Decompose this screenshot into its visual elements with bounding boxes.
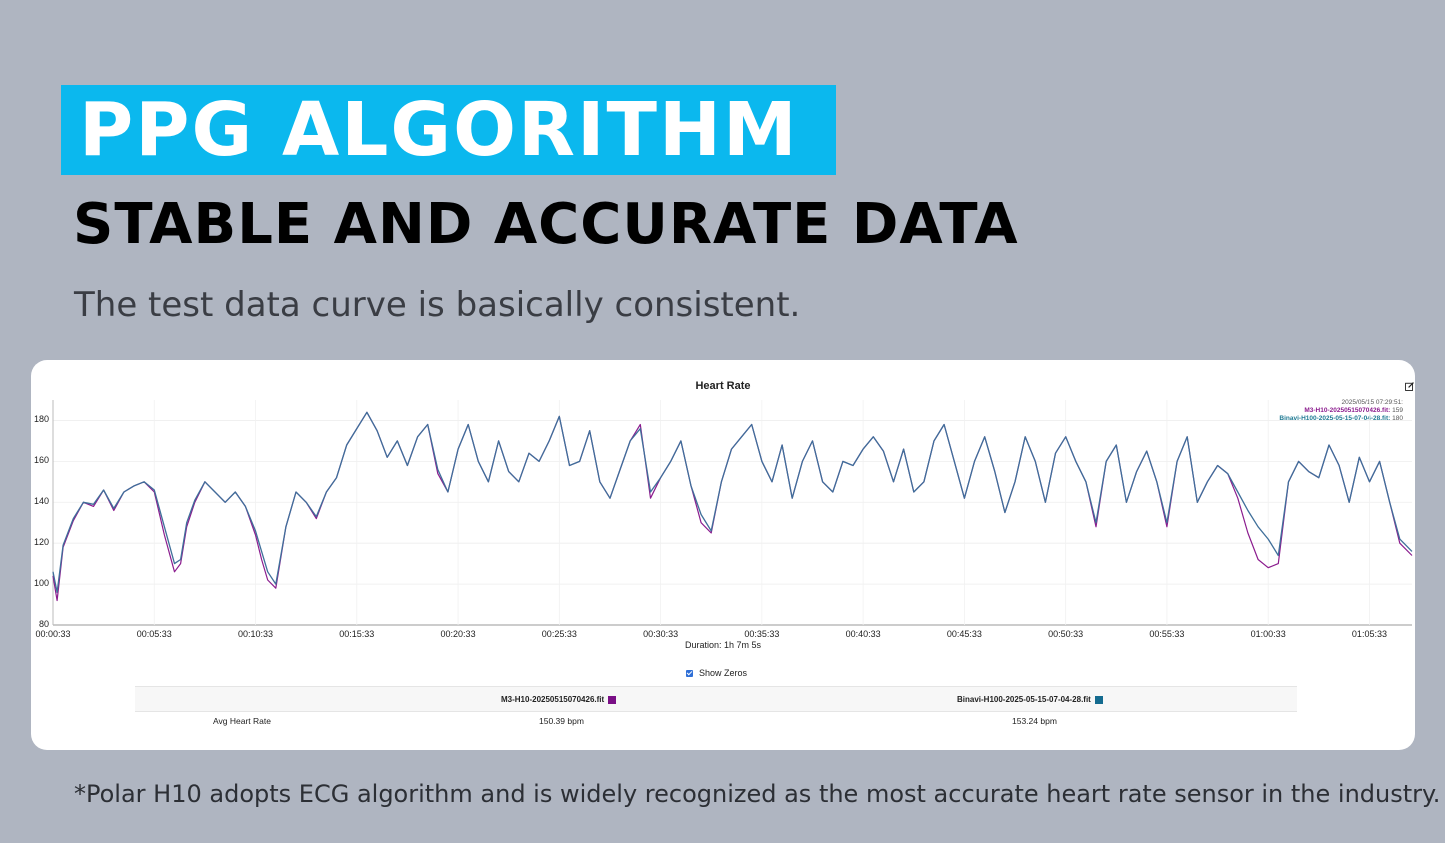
chart-panel: Heart Rate 2025/05/15 07:29:51: M3-H10-2… [31,360,1415,750]
subheadline: STABLE AND ACCURATE DATA [73,192,1019,257]
checkbox-icon[interactable] [686,669,693,677]
stats-file-binavi: Binavi-H100-2025-05-15-07-04-28.fit [957,695,1103,704]
series-line-m3 [52,411,1413,602]
tooltip-series-label: Binavi-H100-2025-05-15-07-04-28.fit: [1279,415,1391,422]
x-tick-label: 00:05:33 [136,629,172,639]
headline-banner: PPG ALGORITHM [61,85,836,175]
x-tick-label: 00:15:33 [339,629,375,639]
y-tick-label: 160 [33,455,49,466]
y-tick-label: 140 [33,496,49,507]
x-tick-label: 00:00:33 [35,629,71,639]
y-tick-label: 100 [33,578,49,589]
y-tick-label: 120 [33,537,49,548]
y-tick-label: 180 [33,414,49,425]
chart-title: Heart Rate [695,380,751,392]
heart-rate-plot [52,400,1413,626]
tooltip-time: 2025/05/15 07:29:51: [1341,399,1403,406]
x-tick-label: 00:35:33 [744,629,780,639]
stats-row-label: Avg Heart Rate [213,716,271,726]
x-tick-label: 00:55:33 [1149,629,1185,639]
x-tick-label: 00:30:33 [643,629,679,639]
color-swatch [1094,695,1103,704]
x-tick-label: 00:20:33 [440,629,476,639]
tooltip-series-value: 180 [1392,415,1403,422]
x-tick-label: 00:25:33 [541,629,577,639]
show-zeros-toggle[interactable]: Show Zeros [686,668,747,678]
chart-tooltip: 2025/05/15 07:29:51: M3-H10-202505150704… [1279,399,1403,423]
edit-icon[interactable] [1405,382,1414,391]
x-tick-label: 00:50:33 [1048,629,1084,639]
footnote: *Polar H10 adopts ECG algorithm and is w… [74,780,1441,808]
file-name: Binavi-H100-2025-05-15-07-04-28.fit [957,695,1091,704]
stats-header: M3-H10-20250515070426.fit Binavi-H100-20… [135,686,1297,712]
series-line-binavi [52,411,1413,593]
headline: PPG ALGORITHM [79,87,799,173]
x-axis-label: Duration: 1h 7m 5s [684,640,762,650]
x-tick-label: 00:45:33 [946,629,982,639]
y-tick-label: 80 [38,619,49,629]
tooltip-series-label: M3-H10-20250515070426.fit: [1304,407,1391,414]
show-zeros-label: Show Zeros [699,668,748,678]
color-swatch [608,695,617,704]
x-tick-label: 01:05:33 [1351,629,1387,639]
x-tick-label: 00:10:33 [238,629,274,639]
tooltip-series-value: 159 [1392,407,1403,414]
x-tick-label: 01:00:33 [1250,629,1286,639]
stats-value-m3: 150.39 bpm [539,716,584,726]
tagline: The test data curve is basically consist… [74,285,801,325]
stats-file-m3: M3-H10-20250515070426.fit [501,695,617,704]
stats-value-binavi: 153.24 bpm [1012,716,1057,726]
x-tick-label: 00:40:33 [845,629,881,639]
file-name: M3-H10-20250515070426.fit [501,695,605,704]
